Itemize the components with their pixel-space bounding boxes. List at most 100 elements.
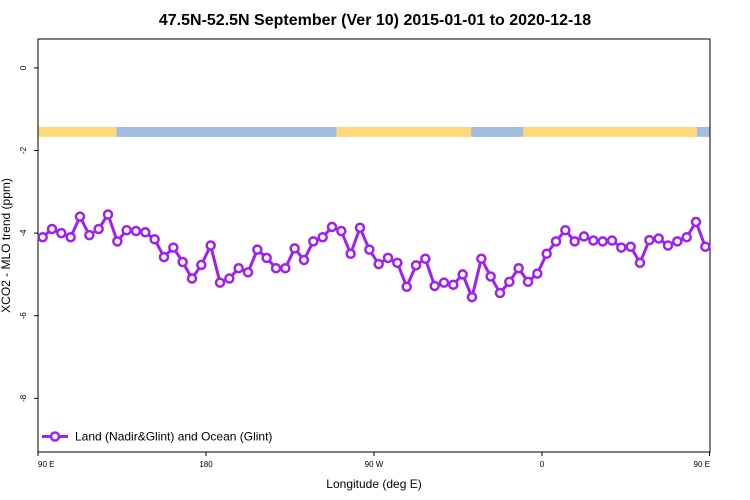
data-point bbox=[560, 224, 571, 236]
data-point bbox=[634, 257, 646, 269]
strip-ocean-segment bbox=[116, 126, 337, 137]
data-point bbox=[46, 223, 58, 235]
data-point bbox=[476, 253, 487, 264]
y-tick-label: -6 bbox=[19, 312, 28, 320]
data-point bbox=[373, 258, 384, 270]
data-point bbox=[186, 273, 198, 284]
strip-land-segment bbox=[336, 126, 472, 137]
data-point bbox=[224, 273, 235, 284]
data-point bbox=[448, 279, 459, 290]
data-point bbox=[112, 236, 123, 247]
data-point bbox=[298, 254, 310, 266]
strip-ocean-segment bbox=[696, 126, 710, 137]
data-point bbox=[345, 248, 356, 260]
legend-label: Land (Nadir&Glint) and Ocean (Glint) bbox=[75, 430, 272, 444]
data-point bbox=[672, 236, 683, 247]
data-point bbox=[93, 223, 104, 235]
data-point bbox=[196, 259, 207, 271]
x-tick-label: 90 E bbox=[694, 460, 710, 469]
data-point bbox=[37, 231, 48, 243]
data-point bbox=[588, 235, 599, 246]
y-tick-label: 0 bbox=[19, 65, 28, 70]
data-point bbox=[261, 252, 272, 264]
chart-title: 47.5N-52.5N September (Ver 10) 2015-01-0… bbox=[159, 12, 591, 29]
y-tick-label: -2 bbox=[19, 146, 28, 154]
data-point bbox=[354, 222, 366, 233]
data-point bbox=[326, 221, 338, 233]
x-tick-label: 0 bbox=[540, 460, 545, 469]
data-point bbox=[280, 262, 291, 274]
data-point bbox=[214, 277, 226, 288]
x-axis-label: Longitude (deg E) bbox=[326, 477, 421, 491]
data-point bbox=[149, 234, 160, 245]
data-point bbox=[336, 225, 347, 237]
data-point bbox=[252, 244, 263, 255]
data-point bbox=[606, 235, 618, 246]
data-point bbox=[662, 240, 674, 251]
data-point bbox=[242, 267, 254, 278]
data-point bbox=[392, 257, 403, 269]
data-point bbox=[308, 236, 319, 247]
x-tick-label: 90 E bbox=[38, 460, 54, 469]
data-point bbox=[616, 242, 627, 253]
data-point bbox=[485, 271, 496, 282]
data-point bbox=[494, 287, 506, 299]
strip-land-segment bbox=[38, 126, 117, 137]
data-point bbox=[420, 253, 431, 264]
data-point bbox=[158, 251, 170, 263]
data-point bbox=[569, 236, 580, 247]
legend-marker-swatch bbox=[49, 431, 61, 442]
data-point bbox=[102, 209, 114, 220]
data-point bbox=[140, 227, 151, 238]
data-point bbox=[177, 256, 188, 268]
data-point bbox=[690, 216, 702, 228]
legend: Land (Nadir&Glint) and Ocean (Glint) bbox=[42, 430, 272, 444]
data-point bbox=[681, 231, 692, 243]
data-point bbox=[56, 227, 67, 239]
data-point bbox=[700, 241, 711, 252]
data-point bbox=[289, 243, 300, 254]
y-axis-label: XCO2 - MLO trend (ppm) bbox=[0, 178, 13, 313]
data-point bbox=[653, 233, 664, 244]
data-point bbox=[130, 225, 142, 237]
data-point bbox=[382, 252, 394, 264]
data-point bbox=[410, 260, 422, 271]
data-point bbox=[65, 231, 76, 243]
data-point bbox=[466, 291, 478, 303]
data-point bbox=[168, 242, 179, 253]
data-point bbox=[532, 268, 543, 279]
y-axis-ticks: 0 -2 -4 -6 -8 bbox=[19, 65, 38, 402]
data-point bbox=[401, 281, 412, 293]
strip-ocean-segment bbox=[471, 126, 524, 137]
series-group bbox=[37, 209, 711, 303]
x-tick-label: 90 W bbox=[365, 460, 384, 469]
data-point bbox=[74, 211, 86, 222]
data-point bbox=[364, 244, 375, 255]
data-point bbox=[84, 229, 95, 241]
data-point bbox=[438, 277, 450, 288]
data-point bbox=[233, 262, 244, 274]
strip-land-segment bbox=[523, 126, 697, 137]
y-tick-label: -4 bbox=[19, 229, 28, 237]
land-ocean-strip bbox=[38, 126, 710, 137]
x-tick-label: 180 bbox=[199, 460, 213, 469]
data-point bbox=[504, 276, 515, 288]
data-point bbox=[541, 248, 552, 260]
plot-frame bbox=[37, 38, 711, 453]
data-point bbox=[550, 236, 562, 247]
data-point bbox=[522, 276, 534, 288]
data-point bbox=[121, 224, 132, 236]
data-point bbox=[578, 231, 590, 242]
data-point bbox=[317, 231, 328, 243]
data-point bbox=[625, 241, 636, 252]
x-axis-ticks: 90 E 180 90 W 0 90 E bbox=[37, 452, 710, 469]
data-point bbox=[457, 269, 468, 280]
series-line bbox=[41, 213, 707, 299]
data-point bbox=[429, 280, 440, 292]
data-point bbox=[597, 236, 608, 247]
data-point bbox=[513, 262, 524, 274]
data-point bbox=[644, 234, 655, 246]
data-point bbox=[270, 262, 282, 274]
data-point bbox=[205, 240, 216, 251]
